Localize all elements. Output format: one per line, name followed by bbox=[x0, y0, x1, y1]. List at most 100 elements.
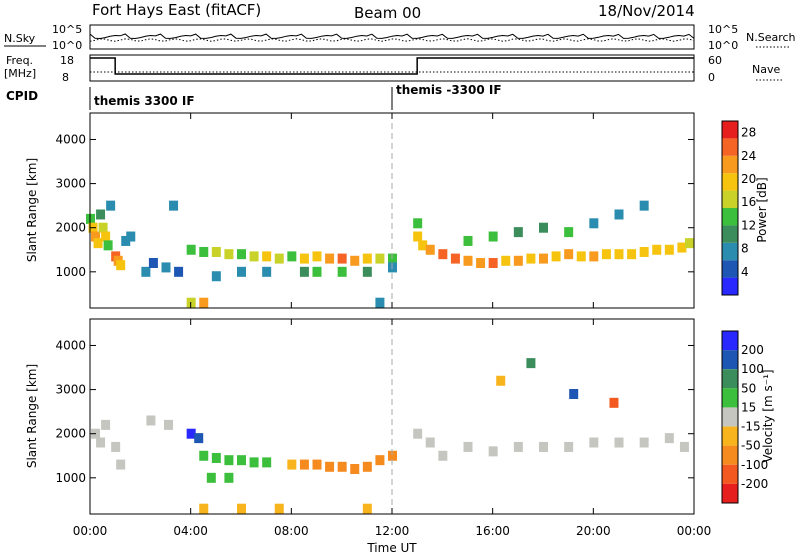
velocity-cell-28 bbox=[388, 450, 397, 461]
velocity-cell-8 bbox=[194, 433, 204, 444]
freq-frame bbox=[89, 54, 695, 82]
power-colorbar-seg-2 bbox=[722, 242, 738, 261]
freq-left-tick-bottom: 8 bbox=[62, 71, 69, 84]
power-cell-5 bbox=[98, 222, 108, 233]
power-cell-17 bbox=[169, 200, 179, 211]
power-cell-44 bbox=[375, 297, 385, 308]
velocity-panel: 1000 2000 3000 4000 00:00 04:00 08:00 12:00 16:… bbox=[25, 113, 775, 554]
power-cells bbox=[86, 200, 694, 308]
cpid-segment-2: themis -3300 IF bbox=[396, 83, 502, 97]
velocity-yticks: 1000 2000 3000 4000 bbox=[55, 338, 694, 485]
velocity-cell-5 bbox=[146, 415, 156, 426]
xtick-label-6: 00:00 bbox=[677, 524, 712, 538]
power-cell-36 bbox=[312, 266, 322, 277]
power-ylabel: Slant Range [km] bbox=[25, 158, 39, 262]
velocity-cell-10 bbox=[211, 452, 221, 463]
power-cell-19 bbox=[186, 244, 196, 255]
power-cell-58 bbox=[501, 255, 511, 266]
power-cell-40 bbox=[350, 255, 360, 266]
velocity-cell-44 bbox=[526, 358, 536, 369]
cpid-segment-1: themis 3300 IF bbox=[94, 94, 195, 108]
power-yticks: 1000 2000 3000 4000 bbox=[55, 132, 694, 279]
power-colorbar-tick-5: 24 bbox=[741, 149, 756, 163]
power-panel: 1000 2000 3000 4000 Slant Range [km] 4 8 12 16… bbox=[25, 112, 769, 309]
velocity-cell-21 bbox=[299, 459, 309, 470]
power-cell-57 bbox=[488, 231, 498, 242]
velocity-colorbar-frame bbox=[721, 330, 739, 504]
power-cell-3 bbox=[93, 238, 103, 249]
noise-sky-line bbox=[89, 33, 695, 40]
power-colorbar-seg-9 bbox=[722, 121, 738, 139]
time-axis-ticks: 00:00 04:00 08:00 12:00 16:00 20:00 00:00 bbox=[73, 113, 712, 538]
velocity-ytick-label-0: 1000 bbox=[55, 471, 86, 485]
velocity-ytick-label-3: 4000 bbox=[55, 338, 86, 352]
power-colorbar-frame bbox=[721, 120, 739, 296]
power-cell-12 bbox=[121, 235, 131, 246]
power-cell-31 bbox=[274, 253, 284, 264]
velocity-ylabel: Slant Range [km] bbox=[25, 364, 39, 468]
noise-search-line bbox=[89, 38, 695, 42]
power-cell-43 bbox=[375, 253, 385, 264]
power-cell-8 bbox=[106, 200, 116, 211]
freq-label-line2: [MHz] bbox=[4, 67, 36, 80]
velocity-cell-18 bbox=[237, 503, 246, 514]
velocity-cell-40 bbox=[639, 437, 649, 448]
velocity-colorbar-seg-4 bbox=[722, 407, 738, 427]
power-cell-18 bbox=[174, 266, 184, 277]
freq-right-tick-top: 60 bbox=[708, 54, 722, 67]
power-cell-26 bbox=[237, 249, 246, 260]
power-cell-69 bbox=[589, 218, 599, 229]
velocity-cells bbox=[91, 358, 689, 514]
velocity-ytick-label-2: 3000 bbox=[55, 383, 86, 397]
xtick-label-4: 16:00 bbox=[475, 524, 510, 538]
velocity-cell-16 bbox=[224, 472, 234, 483]
power-cell-7 bbox=[103, 240, 113, 251]
power-cell-74 bbox=[639, 246, 649, 257]
velocity-cell-22 bbox=[312, 459, 322, 470]
velocity-cell-4 bbox=[116, 459, 126, 470]
power-colorbar-tick-6: 28 bbox=[741, 126, 756, 140]
velocity-cell-6 bbox=[164, 419, 174, 430]
power-cell-4 bbox=[96, 209, 106, 220]
velocity-cell-26 bbox=[362, 461, 372, 472]
power-ytick-label-0: 1000 bbox=[55, 265, 86, 279]
power-colorbar-seg-1 bbox=[722, 260, 738, 278]
power-colorbar-seg-4 bbox=[722, 208, 738, 226]
velocity-colorbar-tick-4: -15 bbox=[741, 420, 761, 434]
velocity-colorbar-tick-2: 50 bbox=[741, 381, 756, 395]
power-cell-73 bbox=[627, 249, 637, 260]
velocity-colorbar-seg-5 bbox=[722, 426, 738, 446]
power-cell-39 bbox=[337, 266, 347, 277]
power-cell-2 bbox=[91, 231, 101, 242]
velocity-cell-27 bbox=[375, 455, 385, 466]
power-colorbar-tick-2: 12 bbox=[741, 218, 756, 232]
power-ytick-label-3: 4000 bbox=[55, 132, 86, 146]
power-cell-67 bbox=[576, 251, 586, 262]
velocity-colorbar-seg-7 bbox=[722, 464, 738, 484]
power-colorbar-seg-3 bbox=[722, 225, 738, 243]
power-cell-48 bbox=[413, 231, 423, 242]
power-cell-71 bbox=[614, 249, 624, 260]
power-cell-33 bbox=[299, 253, 309, 264]
noise-left-label: N.Sky bbox=[4, 32, 36, 45]
velocity-colorbar-seg-6 bbox=[722, 445, 738, 465]
velocity-cell-25 bbox=[350, 464, 360, 474]
velocity-colorbar-seg-2 bbox=[722, 369, 738, 389]
velocity-cell-14 bbox=[262, 457, 272, 468]
power-colorbar-label: Power [dB] bbox=[755, 177, 769, 242]
velocity-cell-46 bbox=[609, 397, 619, 408]
power-cell-53 bbox=[463, 255, 473, 266]
power-cell-37 bbox=[325, 253, 335, 264]
freq-panel: Freq. [MHz] 18 8 60 0 Nave bbox=[4, 54, 782, 84]
xtick-label-5: 20:00 bbox=[576, 524, 611, 538]
velocity-cell-43 bbox=[496, 375, 506, 386]
power-cell-42 bbox=[362, 266, 372, 277]
velocity-colorbar-tick-5: -50 bbox=[741, 439, 761, 453]
noise-right-tick-bottom: 10^0 bbox=[708, 39, 738, 52]
power-cell-75 bbox=[639, 200, 649, 211]
power-cell-24 bbox=[211, 271, 221, 282]
power-colorbar: 4 8 12 16 20 24 28 bbox=[721, 120, 756, 296]
power-cell-13 bbox=[126, 231, 136, 242]
power-cell-47 bbox=[413, 218, 423, 229]
power-cell-63 bbox=[539, 222, 548, 233]
